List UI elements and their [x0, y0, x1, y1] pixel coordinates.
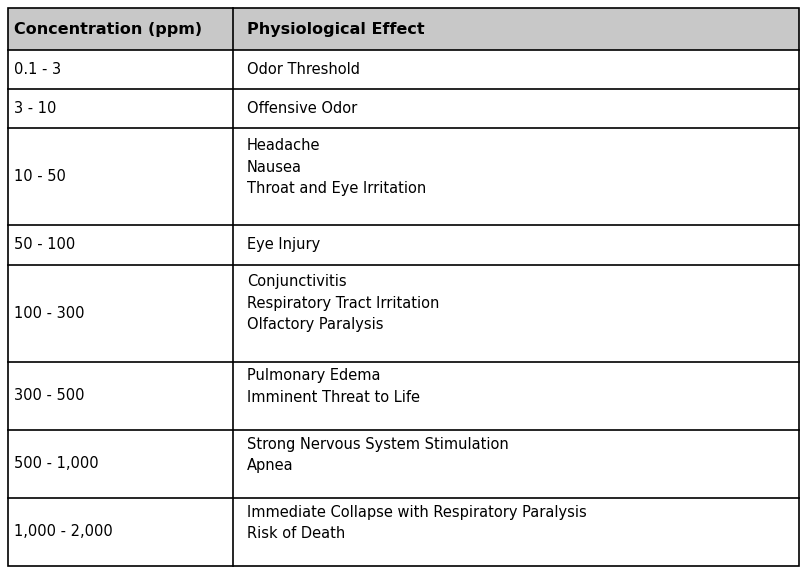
Text: Physiological Effect: Physiological Effect — [247, 21, 424, 37]
Text: 10 - 50: 10 - 50 — [14, 169, 65, 184]
Text: 500 - 1,000: 500 - 1,000 — [14, 456, 98, 471]
Text: Concentration (ppm): Concentration (ppm) — [14, 21, 202, 37]
Bar — [8, 498, 799, 566]
Text: Eye Injury: Eye Injury — [247, 238, 320, 253]
Text: 300 - 500: 300 - 500 — [14, 388, 84, 403]
Text: Headache
Nausea
Throat and Eye Irritation: Headache Nausea Throat and Eye Irritatio… — [247, 138, 426, 196]
Text: Immediate Collapse with Respiratory Paralysis
Risk of Death: Immediate Collapse with Respiratory Para… — [247, 505, 587, 541]
Text: 3 - 10: 3 - 10 — [14, 101, 56, 116]
Bar — [8, 8, 799, 50]
Text: 50 - 100: 50 - 100 — [14, 238, 75, 253]
Text: Strong Nervous System Stimulation
Apnea: Strong Nervous System Stimulation Apnea — [247, 437, 508, 473]
Text: 0.1 - 3: 0.1 - 3 — [14, 62, 61, 77]
Bar — [8, 226, 799, 265]
Bar — [8, 129, 799, 226]
Bar — [8, 362, 799, 430]
Bar — [8, 265, 799, 362]
Text: Offensive Odor: Offensive Odor — [247, 101, 357, 116]
Bar — [8, 89, 799, 129]
Text: Pulmonary Edema
Imminent Threat to Life: Pulmonary Edema Imminent Threat to Life — [247, 369, 420, 405]
Bar — [8, 50, 799, 89]
Text: 100 - 300: 100 - 300 — [14, 305, 84, 321]
Bar — [8, 430, 799, 498]
Text: Odor Threshold: Odor Threshold — [247, 62, 360, 77]
Text: 1,000 - 2,000: 1,000 - 2,000 — [14, 525, 112, 540]
Text: Conjunctivitis
Respiratory Tract Irritation
Olfactory Paralysis: Conjunctivitis Respiratory Tract Irritat… — [247, 274, 439, 332]
